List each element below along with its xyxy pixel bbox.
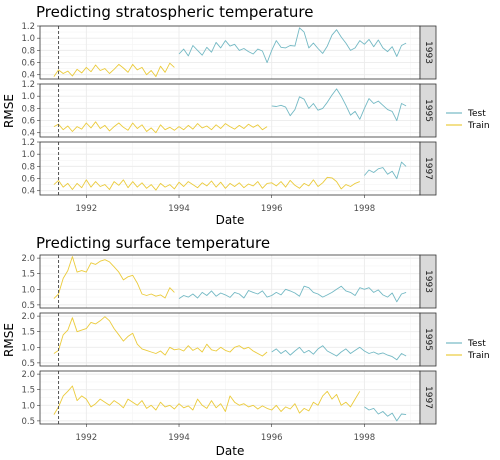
facet-strip-label: 1995 bbox=[423, 99, 433, 122]
y-axis-title: RMSE bbox=[2, 94, 16, 128]
y-tick-label: 0.6 bbox=[21, 175, 35, 185]
y-tick-label: 0.4 bbox=[21, 187, 35, 197]
x-tick-label: 1994 bbox=[168, 204, 190, 214]
series-line-test bbox=[364, 406, 407, 422]
facet-strip bbox=[419, 141, 437, 196]
y-tick-label: 1.0 bbox=[21, 343, 35, 353]
y-tick-label: 1.2 bbox=[21, 80, 35, 90]
y-tick-label: 1.0 bbox=[21, 401, 35, 411]
facet-strip-label: 1997 bbox=[423, 157, 433, 180]
legend: Test Train bbox=[446, 109, 490, 131]
y-axis-title: RMSE bbox=[2, 323, 16, 357]
y-tick-label: 2.0 bbox=[21, 254, 35, 264]
y-tick-label: 1.5 bbox=[21, 328, 35, 338]
facet-panel-1995: 0.4 0.6 0.8 1.0 1.2 1995 bbox=[21, 80, 437, 139]
y-tick-label: 2.0 bbox=[21, 312, 35, 322]
x-tick-label: 1998 bbox=[354, 204, 376, 214]
y-tick-label: 2.0 bbox=[21, 370, 35, 380]
x-axis-title: Date bbox=[216, 444, 245, 458]
facet-strip bbox=[419, 370, 437, 425]
series-line-test bbox=[271, 345, 407, 361]
series-line-train bbox=[53, 385, 361, 415]
facet-panel-1993: 0.5 1.0 1.5 2.0 1993 bbox=[21, 254, 437, 311]
y-tick-label: 0.8 bbox=[21, 104, 35, 114]
x-tick-label: 1992 bbox=[76, 433, 98, 443]
legend-label-test: Test bbox=[467, 339, 486, 349]
facet-strip bbox=[419, 254, 437, 309]
x-tick-label: 1996 bbox=[261, 204, 283, 214]
y-tick-label: 1.0 bbox=[21, 34, 35, 44]
legend-label-train: Train bbox=[467, 121, 490, 131]
facet-panel-1997: 0.5 1.0 1.5 2.0 1997 bbox=[21, 370, 437, 427]
legend-label-test: Test bbox=[467, 109, 486, 119]
y-tick-label: 1.5 bbox=[21, 270, 35, 280]
chart-title: Predicting stratospheric temperature bbox=[36, 3, 313, 21]
x-tick-label: 1998 bbox=[354, 433, 376, 443]
legend: Test Train bbox=[446, 339, 490, 361]
facet-strip bbox=[419, 83, 437, 138]
series-line-test bbox=[271, 88, 407, 122]
x-tick-label: 1994 bbox=[168, 433, 190, 443]
chart-1: Predicting stratospheric temperature0.40… bbox=[2, 3, 490, 227]
chart-2: Predicting surface temperature 0.5 1.0 1.5 2… bbox=[2, 234, 490, 458]
panel-background bbox=[40, 26, 420, 79]
series-line-train bbox=[53, 316, 268, 357]
y-tick-label: 1.0 bbox=[21, 285, 35, 295]
chart-title: Predicting surface temperature bbox=[36, 234, 270, 252]
y-tick-label: 0.4 bbox=[21, 129, 35, 139]
panel-background bbox=[40, 142, 420, 195]
facet-strip-label: 1993 bbox=[423, 270, 433, 293]
y-tick-label: 0.6 bbox=[21, 117, 35, 127]
y-tick-label: 1.0 bbox=[21, 92, 35, 102]
y-tick-label: 1.0 bbox=[21, 150, 35, 160]
y-tick-label: 0.8 bbox=[21, 46, 35, 56]
legend-label-train: Train bbox=[467, 351, 490, 361]
y-tick-label: 0.6 bbox=[21, 59, 35, 69]
facet-panel-1995: 0.5 1.0 1.5 2.0 1995 bbox=[21, 312, 437, 369]
y-tick-label: 0.8 bbox=[21, 162, 35, 172]
facet-strip-label: 1993 bbox=[423, 41, 433, 64]
y-tick-label: 1.2 bbox=[21, 138, 35, 148]
series-line-train bbox=[53, 256, 175, 299]
facet-panel-1993: 0.4 0.6 0.8 1.0 1.2 1993 bbox=[21, 22, 437, 81]
y-tick-label: 0.5 bbox=[21, 359, 35, 369]
series-line-test bbox=[178, 27, 407, 64]
series-line-test bbox=[364, 161, 407, 180]
facet-strip bbox=[419, 312, 437, 367]
facet-strip-label: 1995 bbox=[423, 328, 433, 351]
facet-strip-label: 1997 bbox=[423, 386, 433, 409]
y-tick-label: 0.4 bbox=[21, 71, 35, 81]
x-tick-label: 1996 bbox=[261, 433, 283, 443]
x-tick-label: 1992 bbox=[76, 204, 98, 214]
y-tick-label: 1.2 bbox=[21, 22, 35, 32]
x-axis-title: Date bbox=[216, 213, 245, 227]
series-line-train bbox=[53, 176, 360, 191]
series-line-test bbox=[178, 285, 407, 303]
series-line-train bbox=[53, 62, 175, 78]
y-tick-label: 0.5 bbox=[21, 417, 35, 427]
panel-background bbox=[40, 84, 420, 137]
series-line-train bbox=[53, 121, 268, 134]
facet-strip bbox=[419, 25, 437, 80]
y-tick-label: 1.5 bbox=[21, 386, 35, 396]
facet-panel-1997: 0.4 0.6 0.8 1.0 1.2 1997 bbox=[21, 138, 437, 197]
y-tick-label: 0.5 bbox=[21, 301, 35, 311]
